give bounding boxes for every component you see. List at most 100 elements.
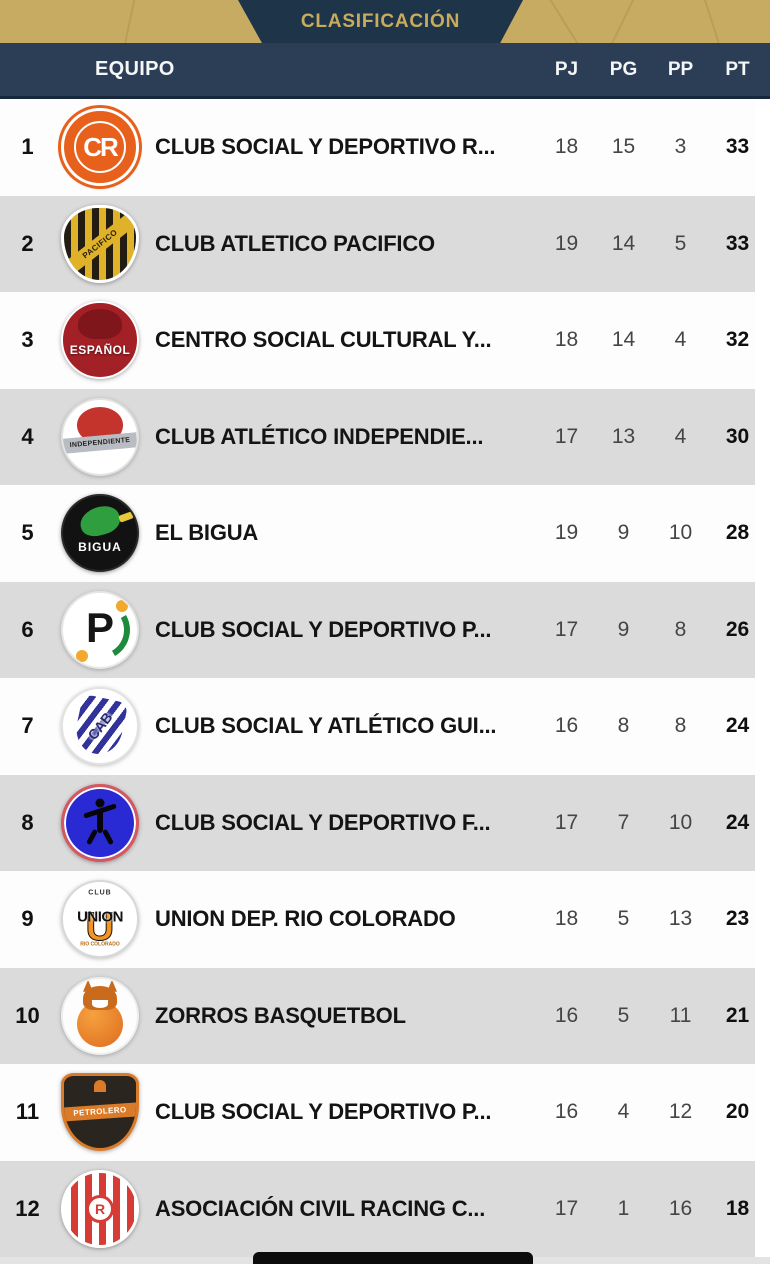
team-rank: 3 [21, 327, 34, 353]
team-name: CLUB ATLÉTICO INDEPENDIE... [155, 423, 484, 449]
table-row[interactable]: 6 P CLUB SOCIAL Y DEPORTIVO P... 17 9 8 … [0, 581, 770, 678]
table-row[interactable]: 7 CAB CLUB SOCIAL Y ATLÉTICO GUI... 16 8… [0, 678, 770, 775]
team-crest-icon: INDEPENDIENTE [61, 397, 139, 476]
crest-layer [83, 979, 93, 992]
stat-pp: 10 [668, 810, 693, 834]
team-name: UNION DEP. RIO COLORADO [155, 906, 456, 932]
team-crest-cell: CR [55, 108, 145, 187]
table-row[interactable]: 3 ESPAÑOL CENTRO SOCIAL CULTURAL Y... 18… [0, 292, 770, 389]
crest-layer [107, 979, 117, 992]
team-crest-icon [61, 783, 139, 862]
next-section-peek [253, 1252, 533, 1264]
team-crest-cell [55, 976, 145, 1055]
stat-pj: 17 [554, 810, 579, 834]
stat-pp: 8 [674, 714, 687, 738]
stat-pg: 14 [611, 328, 636, 352]
stat-pt: 33 [725, 135, 750, 159]
band-pattern-line [541, 0, 591, 43]
team-crest-icon: CAB [61, 687, 139, 766]
team-rank: 10 [15, 1002, 40, 1028]
team-crest-icon [61, 976, 139, 1055]
team-crest-icon: U UNION CLUB RIO COLORADO [61, 880, 139, 959]
stat-pt: 32 [725, 328, 750, 352]
stat-pj: 16 [554, 1003, 579, 1027]
table-row[interactable]: 2 PACIFICO CLUB ATLETICO PACIFICO 19 14 … [0, 195, 770, 292]
column-header-equipo: EQUIPO [95, 58, 175, 80]
stat-pj: 18 [554, 328, 579, 352]
team-crest-cell: R [55, 1169, 145, 1248]
team-rank: 1 [21, 134, 34, 160]
stat-pj: 18 [554, 907, 579, 931]
stat-pg: 8 [617, 714, 630, 738]
column-header-pp: PP [667, 58, 694, 80]
team-crest-icon: ESPAÑOL [61, 301, 139, 380]
table-row[interactable]: 5 BIGUA EL BIGUA 19 9 10 28 [0, 485, 770, 582]
stat-pt: 18 [725, 1196, 750, 1220]
team-crest-icon: PACIFICO [61, 204, 139, 283]
team-crest-cell [55, 783, 145, 862]
team-rank: 8 [21, 809, 34, 835]
table-row[interactable]: 11 PETROLERO CLUB SOCIAL Y DEPORTIVO P..… [0, 1064, 770, 1161]
stat-pt: 26 [725, 617, 750, 641]
team-crest-cell: P [55, 590, 145, 669]
team-name: ASOCIACIÓN CIVIL RACING C... [155, 1195, 486, 1221]
crest-layer: CR [83, 132, 119, 163]
crest-layer [86, 828, 98, 845]
team-rank: 9 [21, 906, 34, 932]
team-rank: 12 [15, 1195, 40, 1221]
crest-layer: PACIFICO [64, 211, 136, 277]
team-name: CLUB SOCIAL Y DEPORTIVO P... [155, 1099, 492, 1125]
crest-layer [78, 309, 122, 340]
team-name: CLUB SOCIAL Y DEPORTIVO P... [155, 616, 492, 642]
team-name: CLUB SOCIAL Y DEPORTIVO R... [155, 134, 496, 160]
stat-pg: 5 [617, 907, 630, 931]
stat-pg: 14 [611, 231, 636, 255]
team-rank: 6 [21, 616, 34, 642]
table-row[interactable]: 9 U UNION CLUB RIO COLORADO UNION DEP. RIO … [0, 871, 770, 968]
stat-pt: 24 [725, 714, 750, 738]
table-row[interactable]: 8 CLUB SOCIAL Y DEPORTIVO F... 17 7 10 2… [0, 774, 770, 871]
table-header-row: EQUIPO PJ PG PP PT [0, 43, 770, 99]
stat-pt: 24 [725, 810, 750, 834]
crest-layer [76, 649, 88, 662]
stat-pj: 16 [554, 714, 579, 738]
band-pattern-line [698, 0, 728, 43]
stat-pp: 8 [674, 617, 687, 641]
crest-layer: BIGUA [78, 540, 122, 555]
crest-layer: RIO COLORADO [80, 941, 120, 948]
stat-pj: 17 [554, 1196, 579, 1220]
table-row[interactable]: 10 ZORROS BASQUETBOL 16 5 11 21 [0, 967, 770, 1064]
stat-pj: 16 [554, 1100, 579, 1124]
team-rank: 11 [15, 1099, 40, 1125]
stat-pg: 9 [617, 521, 630, 545]
team-crest-cell: BIGUA [55, 494, 145, 573]
stat-pg: 7 [617, 810, 630, 834]
band-pattern-line [118, 0, 140, 43]
team-name: CLUB ATLETICO PACIFICO [155, 230, 435, 256]
team-crest-cell: U UNION CLUB RIO COLORADO [55, 880, 145, 959]
column-header-pg: PG [609, 58, 638, 80]
stat-pj: 17 [554, 617, 579, 641]
team-rank: 5 [21, 520, 34, 546]
stat-pp: 4 [674, 424, 687, 448]
team-crest-cell: PACIFICO [55, 204, 145, 283]
column-header-pt: PT [725, 58, 750, 80]
team-crest-icon: R [61, 1169, 139, 1248]
table-row[interactable]: 12 R ASOCIACIÓN CIVIL RACING C... 17 1 1… [0, 1160, 770, 1257]
table-row[interactable]: 4 INDEPENDIENTE CLUB ATLÉTICO INDEPENDIE… [0, 388, 770, 485]
table-row[interactable]: 1 CR CLUB SOCIAL Y DEPORTIVO R... 18 15 … [0, 99, 770, 196]
crest-layer [92, 999, 108, 1008]
stat-pg: 13 [611, 424, 636, 448]
team-crest-cell: ESPAÑOL [55, 301, 145, 380]
crest-layer [118, 511, 134, 523]
team-crest-icon: P [61, 590, 139, 669]
crest-layer: PETROLERO [64, 1102, 136, 1123]
crest-layer [97, 808, 103, 833]
crest-layer: INDEPENDIENTE [63, 432, 137, 454]
team-rank: 2 [21, 230, 34, 256]
crest-layer: P [85, 603, 115, 651]
column-header-pj: PJ [554, 58, 579, 80]
stat-pp: 16 [668, 1196, 693, 1220]
stat-pj: 19 [554, 231, 579, 255]
stat-pt: 21 [725, 1003, 750, 1027]
